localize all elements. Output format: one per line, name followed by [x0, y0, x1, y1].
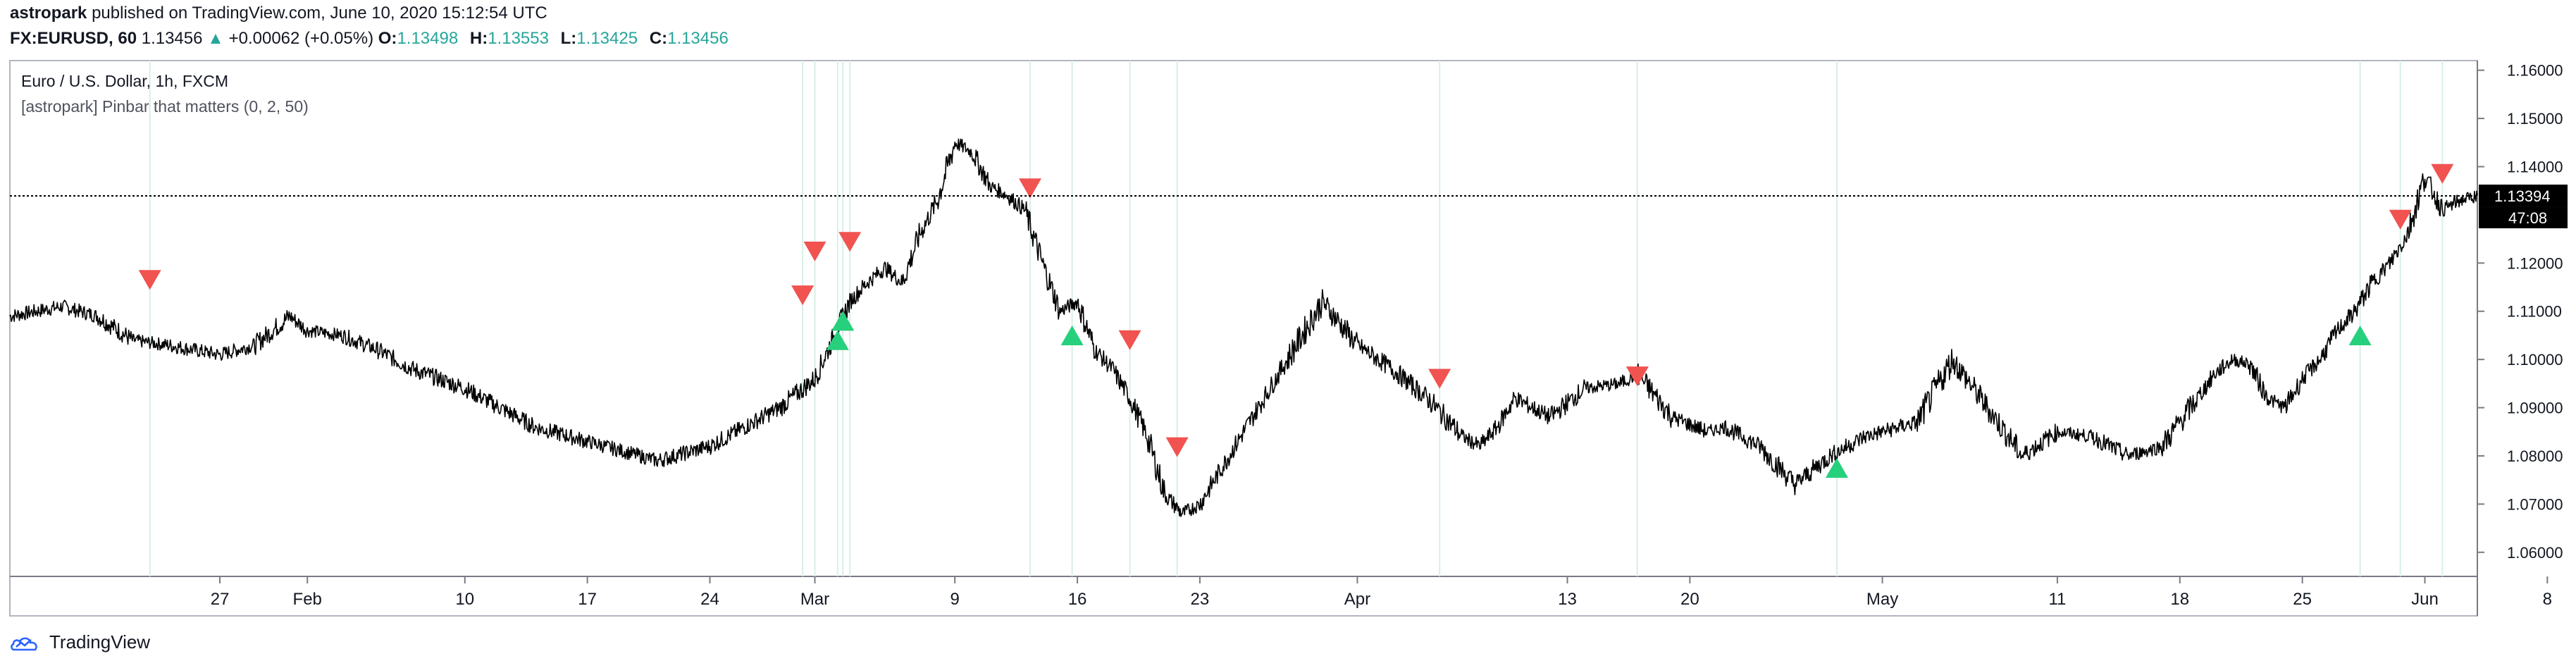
- bearish-pinbar-signal: [803, 241, 826, 261]
- x-tick-label: 20: [1680, 590, 1699, 609]
- x-tick-label: 16: [1068, 590, 1087, 609]
- up-arrow-icon: ▲: [207, 29, 224, 48]
- published-text: published on TradingView.com, June 10, 2…: [92, 4, 547, 23]
- bearish-pinbar-signal: [1018, 178, 1041, 199]
- price-axis: 1.16000 1.15000 1.14000 1.12000 1.11000 1.100…: [2477, 62, 2563, 562]
- y-tick-label: 1.15000: [2507, 110, 2563, 128]
- last-price: 1.13456: [141, 29, 203, 48]
- x-tick-label: Feb: [293, 590, 322, 609]
- y-tick-label: 1.06000: [2507, 544, 2563, 562]
- y-tick-label: 1.16000: [2507, 62, 2563, 80]
- symbol-info: FX:EURUSD, 60 1.13456 ▲ +0.00062 (+0.05%…: [10, 28, 736, 49]
- bearish-pinbar-signal: [1118, 330, 1141, 350]
- time-axis: 27 Feb 10 17 24 Mar 9 16 23 Apr 13 20 May 11 18 25 Jun 8: [211, 576, 2552, 609]
- change-value: +0.00062 (+0.05%): [228, 29, 374, 48]
- x-tick-label: 27: [211, 590, 230, 609]
- countdown-box: [2479, 206, 2568, 228]
- low-label: L:: [560, 29, 577, 48]
- y-tick-label: 1.07000: [2507, 495, 2563, 513]
- indicator-legend: [astropark] Pinbar that matters (0, 2, 5…: [21, 97, 309, 116]
- bullish-pinbar-signal: [2348, 325, 2372, 345]
- price-line: [9, 138, 2478, 517]
- x-tick-label: 11: [2048, 590, 2066, 609]
- x-tick-label: 9: [950, 590, 960, 609]
- current-price-box: [2479, 184, 2568, 207]
- bullish-pinbar-signal: [1825, 458, 1848, 478]
- bearish-pinbar-signal: [838, 232, 862, 252]
- bullish-pinbar-signal: [831, 311, 855, 331]
- x-tick-label: 23: [1191, 590, 1210, 609]
- symbol-label: FX:EURUSD, 60: [10, 29, 137, 48]
- x-tick-label: 25: [2293, 590, 2312, 609]
- bearish-pinbar-signal: [1626, 366, 1649, 387]
- low-value: 1.13425: [576, 29, 638, 48]
- bearish-pinbar-signal: [138, 270, 161, 290]
- open-label: O:: [378, 29, 397, 48]
- price-series: [9, 138, 2478, 517]
- close-value: 1.13456: [667, 29, 729, 48]
- bearish-pinbar-signal: [2431, 163, 2454, 184]
- y-tick-label: 1.14000: [2507, 159, 2563, 176]
- y-tick-label: 1.08000: [2507, 447, 2563, 465]
- high-value: 1.13553: [488, 29, 549, 48]
- close-label: C:: [649, 29, 668, 48]
- chart-frame: [9, 60, 2478, 617]
- countdown-label: 47:08: [2508, 209, 2547, 227]
- x-tick-label: 13: [1558, 590, 1577, 609]
- bullish-pinbar-signal: [826, 330, 849, 350]
- footer[interactable]: TradingView: [10, 631, 150, 653]
- chart-header: astropark published on TradingView.com, …: [10, 3, 547, 24]
- bullish-pinbar-signal: [1060, 325, 1084, 345]
- signal-bar-highlights: [149, 61, 2444, 576]
- footer-brand: TradingView: [49, 631, 151, 652]
- bearish-pinbar-signal: [1428, 369, 1451, 389]
- x-tick-label: 18: [2170, 590, 2189, 609]
- current-price-marker: 1.13394 47:08: [10, 184, 2568, 228]
- x-tick-label: Mar: [800, 590, 829, 609]
- tradingview-logo-icon: [11, 637, 37, 650]
- y-tick-label: 1.09000: [2507, 400, 2563, 417]
- y-tick-label: 1.10000: [2507, 351, 2563, 369]
- y-tick-label: 1.12000: [2507, 254, 2563, 272]
- x-tick-label: Apr: [1344, 590, 1370, 609]
- x-tick-label: Jun: [2411, 590, 2439, 609]
- x-tick-label: May: [1866, 590, 1898, 609]
- x-tick-label: 17: [578, 590, 597, 609]
- high-label: H:: [469, 29, 488, 48]
- bearish-pinbar-signal: [1165, 437, 1189, 457]
- bearish-pinbar-signal: [791, 285, 815, 306]
- x-tick-label: 10: [455, 590, 474, 609]
- open-value: 1.13498: [397, 29, 459, 48]
- y-tick-label: 1.11000: [2507, 303, 2562, 321]
- publisher-name: astropark: [10, 4, 87, 23]
- x-tick-label: 24: [700, 590, 719, 609]
- x-tick-label: 8: [2543, 590, 2552, 609]
- series-legend: Euro / U.S. Dollar, 1h, FXCM: [21, 72, 228, 90]
- bearish-pinbar-signal: [2389, 209, 2412, 230]
- pinbar-signals: [138, 163, 2454, 478]
- current-price-label: 1.13394: [2494, 187, 2551, 205]
